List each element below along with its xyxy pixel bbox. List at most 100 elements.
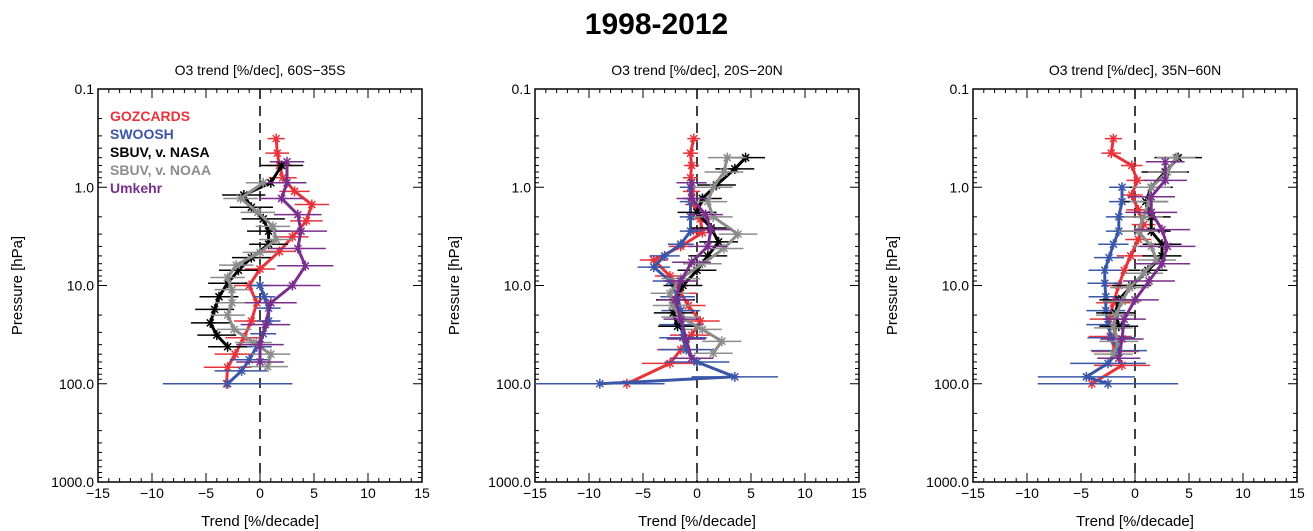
data-point-marker — [697, 324, 708, 335]
data-point-marker — [695, 316, 706, 327]
data-point-marker — [236, 365, 247, 376]
data-point-marker — [289, 186, 300, 197]
data-point-marker — [235, 193, 246, 204]
data-point-marker — [1113, 321, 1124, 332]
data-point-marker — [1126, 160, 1137, 171]
data-point-marker — [229, 324, 240, 335]
y-tick-label: 10.0 — [504, 278, 531, 294]
data-point-marker — [205, 317, 216, 328]
data-point-marker — [276, 160, 287, 171]
data-point-marker — [233, 265, 244, 276]
x-axis-label: Trend [%/decade] — [1076, 513, 1194, 530]
data-point-marker — [1108, 133, 1119, 144]
x-tick-label: −15 — [523, 485, 547, 501]
data-point-marker — [1157, 224, 1167, 235]
y-tick-label: 10.0 — [942, 278, 969, 294]
data-point-marker — [688, 133, 699, 144]
x-tick-label: −5 — [1073, 485, 1089, 501]
y-tick-label: 1000.0 — [926, 474, 969, 490]
data-point-marker — [702, 196, 713, 207]
data-point-marker — [265, 349, 276, 360]
data-point-marker — [729, 371, 740, 382]
data-point-marker — [1162, 241, 1173, 252]
data-point-marker — [222, 310, 233, 321]
data-point-marker — [213, 291, 224, 302]
data-point-marker — [706, 224, 717, 235]
data-point-marker — [1126, 190, 1137, 201]
data-point-marker — [672, 321, 683, 332]
data-point-marker — [282, 177, 292, 188]
panel-title: O3 trend [%/dec], 60S−35S — [175, 62, 346, 78]
data-point-marker — [1117, 296, 1128, 307]
data-point-marker — [272, 148, 283, 159]
x-tick-label: 0 — [693, 485, 701, 501]
y-tick-label: 1.0 — [75, 179, 95, 195]
y-tick-label: 100.0 — [934, 376, 969, 392]
data-point-marker — [262, 361, 273, 372]
data-point-marker — [648, 262, 659, 273]
data-point-marker — [296, 226, 307, 237]
data-point-marker — [1133, 234, 1144, 245]
x-tick-label: 10 — [797, 485, 813, 501]
data-point-marker — [258, 177, 269, 188]
x-tick-label: −10 — [1015, 485, 1039, 501]
data-point-marker — [287, 280, 298, 291]
data-point-marker — [685, 226, 696, 237]
data-point-marker — [287, 231, 298, 242]
series-umkehr — [658, 177, 731, 364]
data-point-marker — [1100, 291, 1111, 302]
data-point-marker — [1138, 211, 1149, 222]
data-point-marker — [246, 316, 257, 327]
data-point-marker — [260, 319, 271, 330]
panel-2: O3 trend [%/dec], 20S−20N −15 −10 −5 0 5 10 15 0… — [446, 62, 867, 530]
data-point-marker — [244, 354, 255, 365]
data-point-marker — [1151, 254, 1162, 265]
data-point-marker — [722, 152, 733, 163]
data-point-marker — [659, 250, 670, 261]
data-point-marker — [697, 258, 708, 269]
data-point-marker — [1117, 360, 1128, 371]
series-umkehr — [1097, 156, 1196, 364]
data-point-marker — [306, 199, 317, 210]
data-point-marker — [1133, 204, 1144, 215]
x-tick-label: −10 — [577, 485, 601, 501]
data-point-marker — [231, 260, 242, 271]
x-tick-label: 10 — [1235, 485, 1251, 501]
data-point-marker — [1171, 152, 1182, 163]
data-point-marker — [1138, 268, 1149, 279]
data-point-marker — [1144, 276, 1155, 287]
data-point-marker — [667, 300, 678, 311]
data-point-marker — [665, 288, 675, 299]
y-axis-label: Pressure [hPa] — [884, 236, 901, 335]
data-point-marker — [1160, 156, 1171, 167]
data-point-marker — [1146, 207, 1157, 218]
data-point-marker — [1119, 314, 1130, 325]
figure-title: 1998-2012 — [584, 8, 729, 41]
data-point-marker — [716, 336, 727, 347]
data-point-marker — [708, 211, 719, 222]
data-point-marker — [686, 177, 697, 188]
data-point-marker — [708, 348, 719, 359]
data-point-marker — [675, 276, 686, 287]
data-point-marker — [211, 330, 222, 341]
data-point-marker — [265, 297, 276, 308]
data-point-marker — [685, 172, 696, 183]
data-point-marker — [301, 215, 312, 226]
data-point-marker — [729, 163, 740, 174]
data-point-marker — [594, 378, 605, 389]
data-point-marker — [255, 356, 265, 367]
y-axis-label: Pressure [hPa] — [446, 236, 463, 335]
legend-entry: SBUV, v. NASA — [110, 144, 210, 160]
data-point-marker — [1108, 349, 1119, 360]
data-point-marker — [209, 304, 220, 315]
data-point-marker — [670, 294, 681, 305]
panel-title: O3 trend [%/dec], 35N−60N — [1049, 62, 1221, 78]
data-point-marker — [1125, 250, 1136, 261]
data-point-marker — [668, 307, 679, 318]
data-point-marker — [255, 264, 265, 275]
data-point-marker — [1106, 332, 1117, 343]
y-tick-label: 0.1 — [75, 81, 95, 97]
x-axis-label: Trend [%/decade] — [201, 513, 319, 530]
data-point-marker — [702, 241, 713, 252]
data-point-marker — [692, 207, 702, 218]
